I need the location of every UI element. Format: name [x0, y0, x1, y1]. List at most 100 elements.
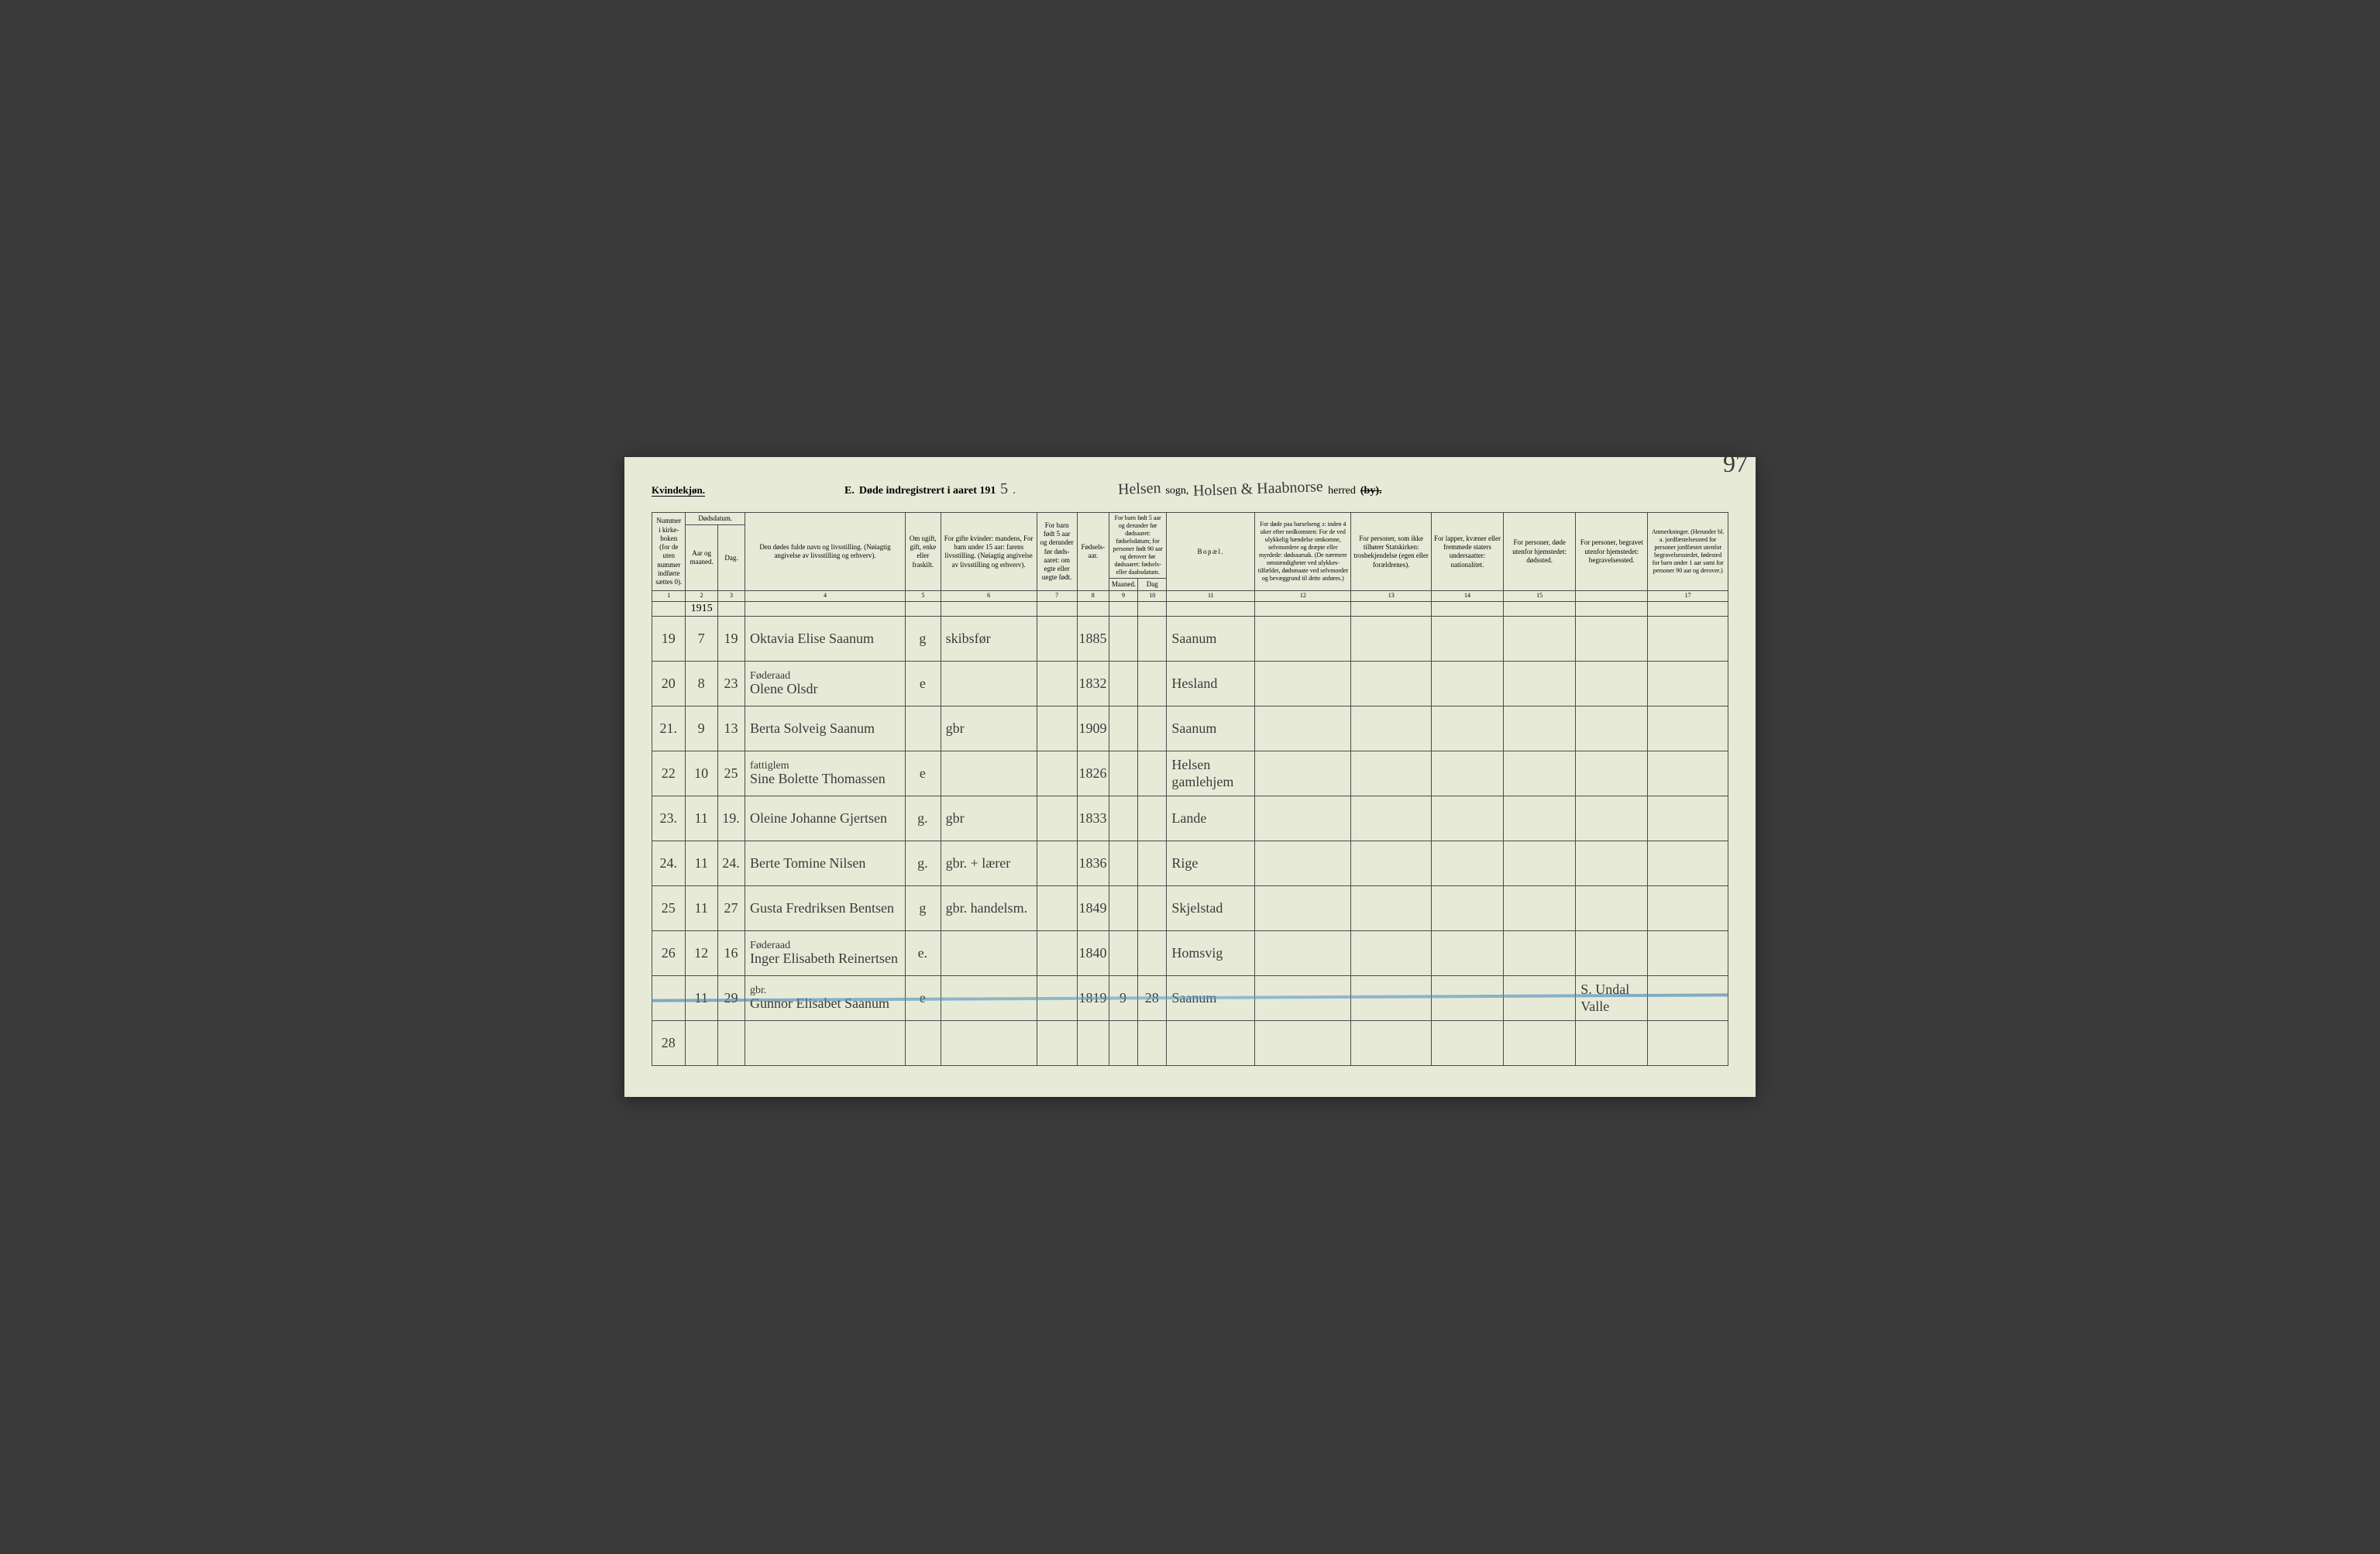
table-row: 21.913Berta Solveig Saanumgbr1909Saanum	[652, 706, 1728, 751]
col-header: Aar og maaned.	[686, 525, 717, 591]
cell	[1351, 706, 1432, 751]
cell: 1885	[1077, 616, 1109, 661]
cell	[686, 1020, 717, 1065]
cell: Berte Tomine Nilsen	[745, 841, 906, 885]
cell	[906, 1020, 941, 1065]
cell	[1037, 930, 1077, 975]
cell	[1255, 841, 1351, 885]
cell	[1037, 751, 1077, 796]
cell: g.	[906, 796, 941, 841]
col-header: For gifte kvinder: mandens, For barn und…	[941, 513, 1037, 591]
cell	[1138, 841, 1167, 885]
cell	[1109, 841, 1137, 885]
col-header: For personer, begravet utenfor hjemstede…	[1576, 513, 1648, 591]
table-row: 28	[652, 1020, 1728, 1065]
cell: 11	[686, 885, 717, 930]
table-row: 19719Oktavia Elise Saanumgskibsfør1885Sa…	[652, 616, 1728, 661]
cell	[1255, 616, 1351, 661]
cell: e	[906, 661, 941, 706]
year-suffix: 5	[1000, 480, 1009, 498]
cell	[1037, 841, 1077, 885]
sogn-label: sogn,	[1165, 485, 1188, 497]
cell	[1431, 751, 1503, 796]
cell: gbr. + lærer	[941, 841, 1037, 885]
cell	[941, 975, 1037, 1020]
herred-label: herred	[1328, 485, 1356, 497]
cell: g.	[906, 841, 941, 885]
cell: 11	[686, 841, 717, 885]
cell	[1109, 661, 1137, 706]
cell: 29	[717, 975, 745, 1020]
cell: Skjelstad	[1167, 885, 1255, 930]
cell: e	[906, 975, 941, 1020]
cell: 24.	[717, 841, 745, 885]
cell: 24.	[652, 841, 686, 885]
cell: 11	[686, 975, 717, 1020]
col-header: Fødsels­aar.	[1077, 513, 1109, 591]
cell	[1109, 616, 1137, 661]
cell	[1109, 751, 1137, 796]
cell: 23	[717, 661, 745, 706]
cell: 1849	[1077, 885, 1109, 930]
ledger-page: 97 Kvindekjøn. E. Døde indregistrert i a…	[624, 457, 1756, 1097]
cell	[1351, 975, 1432, 1020]
colnum: 1	[652, 591, 686, 602]
cell	[1576, 616, 1648, 661]
col-header: For lapper, kvæner eller fremmede stater…	[1431, 513, 1503, 591]
colnum: 4	[745, 591, 906, 602]
cell	[1576, 661, 1648, 706]
table-body: 1 2 3 4 5 6 7 8 9 10 11 12 13 14 15 17 1…	[652, 591, 1728, 1066]
table-row: 251127Gusta Fredriksen Bentsenggbr. hand…	[652, 885, 1728, 930]
colnum: 12	[1255, 591, 1351, 602]
cell	[1504, 706, 1576, 751]
cell: 19.	[717, 796, 745, 841]
title-prefix: Døde indregistrert i aaret 191	[859, 485, 996, 497]
table-row: 221025fattiglemSine Bolette Thomassene18…	[652, 751, 1728, 796]
cell	[1431, 1020, 1503, 1065]
cell: 16	[717, 930, 745, 975]
cell: 25	[717, 751, 745, 796]
cell	[1167, 1020, 1255, 1065]
cell	[1576, 796, 1648, 841]
colnum	[1576, 591, 1648, 602]
cell	[1037, 975, 1077, 1020]
cell: Gusta Fredriksen Bentsen	[745, 885, 906, 930]
cell: Homsvig	[1167, 930, 1255, 975]
cell	[1648, 1020, 1728, 1065]
table-row: 1129gbr.Gunnor Elisabet Saanume1819928Sa…	[652, 975, 1728, 1020]
cell: Helsen gamlehjem	[1167, 751, 1255, 796]
cell: fattiglemSine Bolette Thomassen	[745, 751, 906, 796]
cell: 1833	[1077, 796, 1109, 841]
cell	[1431, 706, 1503, 751]
cell: Oleine Johanne Gjertsen	[745, 796, 906, 841]
cell	[1648, 751, 1728, 796]
cell	[1255, 706, 1351, 751]
sogn-value: Helsen	[1117, 480, 1161, 499]
col-header: For barn født 5 aar og derunder før døds…	[1037, 513, 1077, 591]
cell	[1504, 796, 1576, 841]
cell: e	[906, 751, 941, 796]
cell: 1840	[1077, 930, 1109, 975]
cell	[1504, 661, 1576, 706]
cell	[1138, 751, 1167, 796]
cell	[1138, 1020, 1167, 1065]
cell	[745, 1020, 906, 1065]
cell	[1576, 706, 1648, 751]
table-row: 261216FøderaadInger Elisabeth Reinertsen…	[652, 930, 1728, 975]
col-header: Maaned.	[1109, 579, 1137, 591]
cell: Saanum	[1167, 706, 1255, 751]
section-letter: E.	[844, 485, 855, 497]
cell: e.	[906, 930, 941, 975]
colnum: 17	[1648, 591, 1728, 602]
cell: Lande	[1167, 796, 1255, 841]
cell: 27	[717, 885, 745, 930]
col-header: Bopæl.	[1167, 513, 1255, 591]
cell	[1037, 885, 1077, 930]
colnum: 14	[1431, 591, 1503, 602]
cell	[1431, 930, 1503, 975]
ledger-table: Nummer i kirke­boken (for de uten nummer…	[652, 512, 1728, 1066]
cell	[1351, 661, 1432, 706]
col-header: Anmerkninger. (Herunder bl. a. jordfæste…	[1648, 513, 1728, 591]
cell: FøderaadOlene Olsdr	[745, 661, 906, 706]
cell	[1431, 975, 1503, 1020]
